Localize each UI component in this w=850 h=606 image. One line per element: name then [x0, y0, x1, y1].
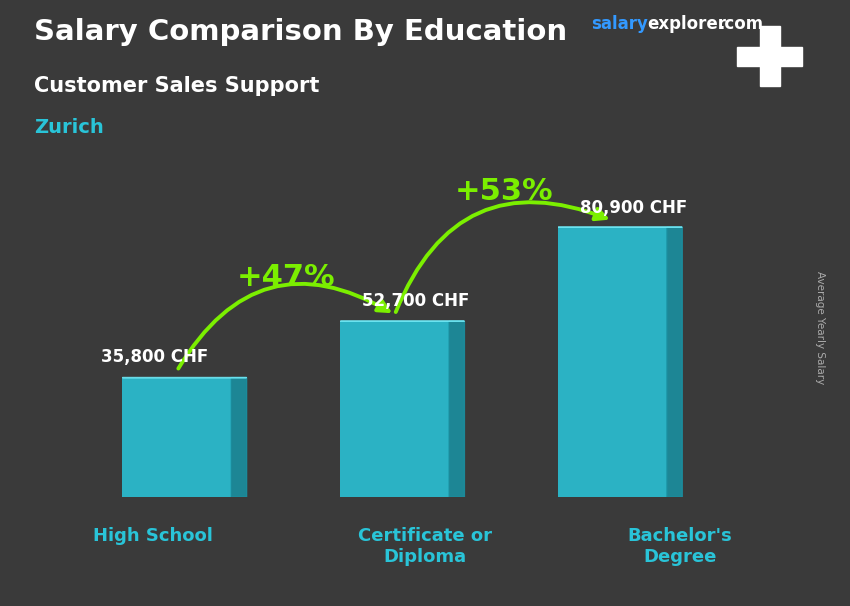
Text: +47%: +47% — [236, 264, 335, 292]
Text: +53%: +53% — [454, 177, 553, 206]
Bar — [737, 47, 802, 65]
Bar — [558, 227, 667, 497]
Bar — [340, 321, 449, 497]
Bar — [760, 25, 779, 87]
Polygon shape — [231, 378, 246, 497]
Bar — [122, 378, 231, 497]
Text: .com: .com — [718, 15, 763, 33]
Text: Customer Sales Support: Customer Sales Support — [34, 76, 320, 96]
Text: Bachelor's
Degree: Bachelor's Degree — [627, 527, 733, 566]
Text: explorer: explorer — [648, 15, 727, 33]
Text: Zurich: Zurich — [34, 118, 104, 137]
Text: Average Yearly Salary: Average Yearly Salary — [815, 271, 825, 384]
Text: 80,900 CHF: 80,900 CHF — [580, 199, 687, 218]
Text: High School: High School — [93, 527, 213, 545]
Text: 35,800 CHF: 35,800 CHF — [100, 348, 208, 366]
Polygon shape — [667, 227, 683, 497]
Text: Salary Comparison By Education: Salary Comparison By Education — [34, 18, 567, 46]
Polygon shape — [449, 321, 464, 497]
Text: Certificate or
Diploma: Certificate or Diploma — [358, 527, 492, 566]
Text: 52,700 CHF: 52,700 CHF — [362, 291, 469, 310]
Text: salary: salary — [591, 15, 648, 33]
